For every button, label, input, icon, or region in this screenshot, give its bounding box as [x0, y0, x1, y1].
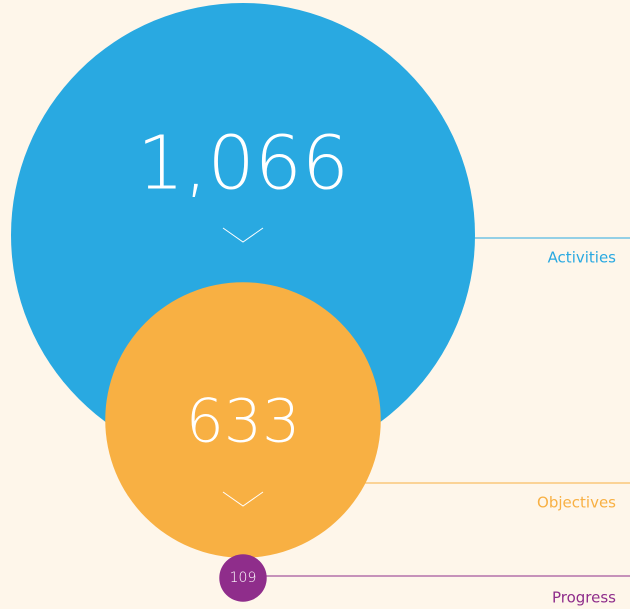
bubble [105, 282, 381, 558]
bubble-value: 633 [186, 387, 301, 457]
chevron [222, 227, 264, 243]
bubble [219, 554, 267, 602]
chevron [222, 491, 264, 507]
bubble-value: 1,066 [137, 121, 349, 207]
category-label: Objectives [537, 494, 616, 512]
category-label: Progress [552, 589, 616, 607]
bubble-value: 109 [230, 570, 257, 586]
category-label: Activities [548, 249, 617, 267]
